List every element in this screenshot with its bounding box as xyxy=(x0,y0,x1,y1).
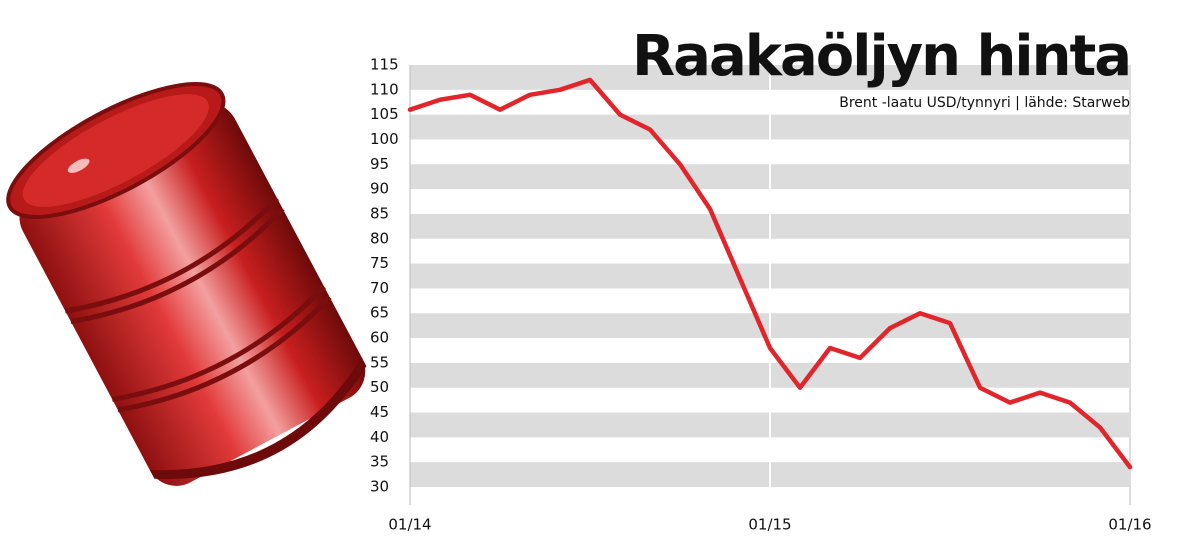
barrel-illustration xyxy=(6,82,367,486)
y-tick-label: 105 xyxy=(370,105,399,123)
y-tick-label: 30 xyxy=(370,478,389,496)
y-tick-label: 100 xyxy=(370,130,399,148)
price-line xyxy=(407,77,1133,470)
y-tick-label: 115 xyxy=(370,56,399,74)
plot-area xyxy=(407,65,1133,505)
y-tick-label: 65 xyxy=(370,304,389,322)
y-tick-label: 60 xyxy=(370,329,389,347)
y-tick-label: 70 xyxy=(370,279,389,297)
chart-title: Raakaöljyn hinta xyxy=(632,24,1130,89)
y-tick-label: 35 xyxy=(370,453,389,471)
y-tick-label: 80 xyxy=(370,229,389,247)
y-tick-label: 85 xyxy=(370,204,389,222)
x-tick-label: 01/15 xyxy=(748,516,791,534)
y-tick-label: 40 xyxy=(370,428,389,446)
chart-subtitle: Brent -laatu USD/tynnyri | lähde: Starwe… xyxy=(839,95,1130,111)
barrel-bottom xyxy=(149,357,367,479)
barrel-ribs xyxy=(64,196,332,413)
x-tick-label: 01/16 xyxy=(1108,516,1151,534)
y-tick-label: 55 xyxy=(370,353,389,371)
x-tick-label: 01/14 xyxy=(388,516,431,534)
y-tick-label: 50 xyxy=(370,378,389,396)
y-tick-label: 45 xyxy=(370,403,389,421)
barrel-lid xyxy=(22,94,209,207)
y-tick-label: 95 xyxy=(370,155,389,173)
y-tick-label: 110 xyxy=(370,80,399,98)
y-tick-label: 90 xyxy=(370,180,389,198)
y-tick-label: 75 xyxy=(370,254,389,272)
barrel-cap xyxy=(67,158,90,173)
